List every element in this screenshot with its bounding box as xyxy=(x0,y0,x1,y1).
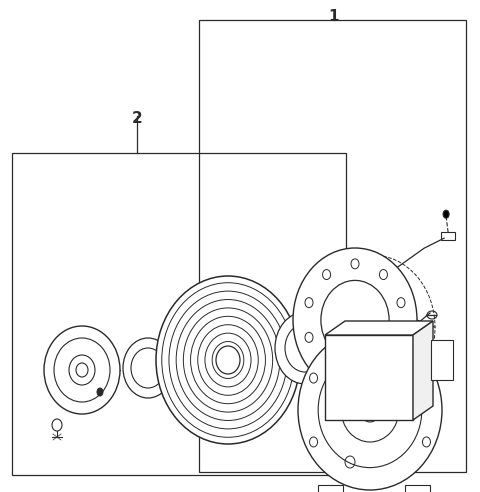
Bar xyxy=(12,153,346,475)
Ellipse shape xyxy=(123,338,173,398)
Ellipse shape xyxy=(285,324,325,372)
Bar xyxy=(199,20,466,472)
Bar xyxy=(441,232,455,240)
Ellipse shape xyxy=(216,346,240,374)
Ellipse shape xyxy=(205,333,251,387)
Ellipse shape xyxy=(293,248,417,392)
Bar xyxy=(318,485,343,492)
Ellipse shape xyxy=(97,388,103,396)
Ellipse shape xyxy=(212,341,244,378)
Bar xyxy=(431,340,453,380)
Bar xyxy=(405,485,430,492)
Ellipse shape xyxy=(131,348,165,388)
Ellipse shape xyxy=(360,398,380,422)
Bar xyxy=(325,335,413,420)
Ellipse shape xyxy=(183,308,273,412)
Ellipse shape xyxy=(191,316,265,403)
Text: 2: 2 xyxy=(132,111,142,125)
Text: 1: 1 xyxy=(328,9,339,24)
Ellipse shape xyxy=(169,291,287,429)
Ellipse shape xyxy=(176,300,280,421)
Ellipse shape xyxy=(443,210,449,218)
Ellipse shape xyxy=(275,312,335,384)
Ellipse shape xyxy=(341,378,399,442)
Ellipse shape xyxy=(162,283,294,437)
Polygon shape xyxy=(325,321,433,335)
Ellipse shape xyxy=(318,352,422,467)
Ellipse shape xyxy=(298,330,442,490)
Ellipse shape xyxy=(321,280,389,360)
Ellipse shape xyxy=(156,276,300,444)
Ellipse shape xyxy=(54,338,110,402)
Ellipse shape xyxy=(198,325,258,395)
Ellipse shape xyxy=(44,326,120,414)
Polygon shape xyxy=(413,321,433,420)
